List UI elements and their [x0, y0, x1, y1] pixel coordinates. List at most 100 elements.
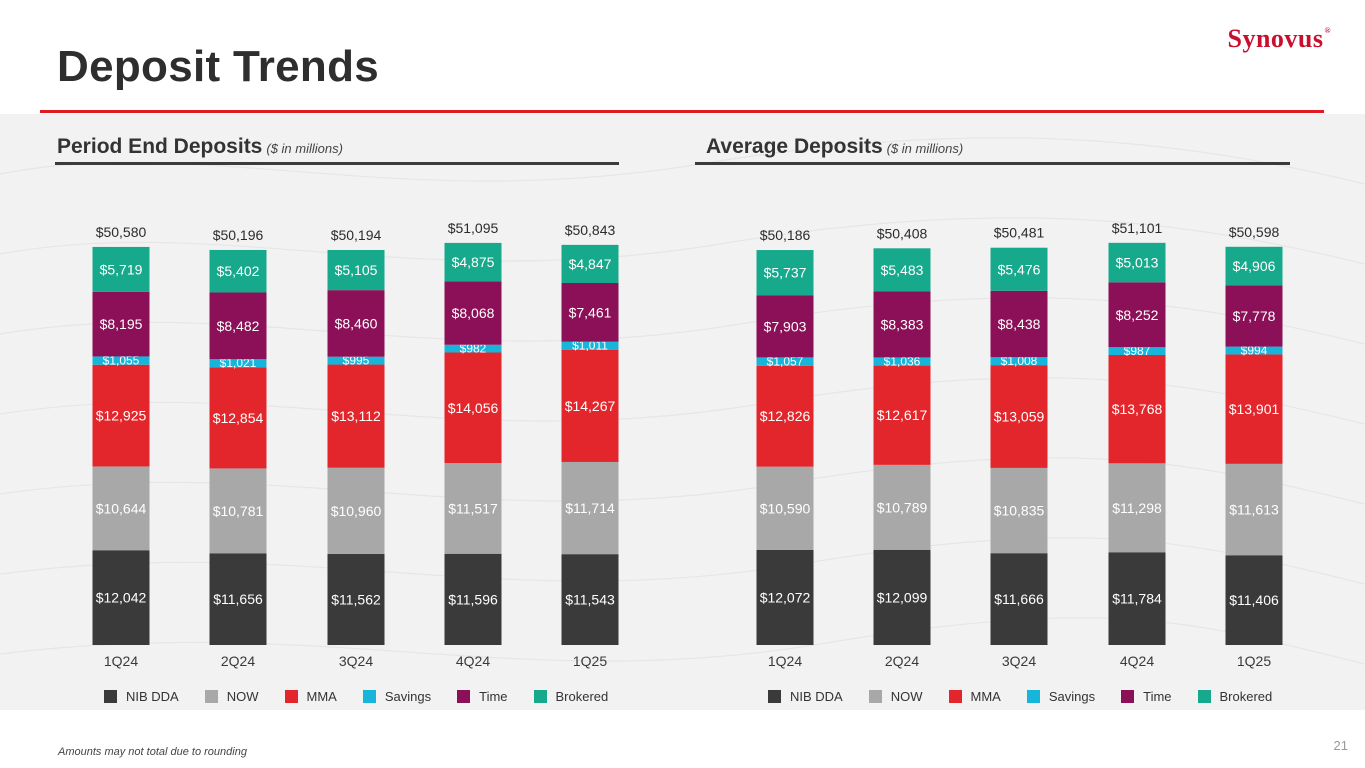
legend-item-time: Time — [1121, 689, 1172, 704]
legend-swatch — [948, 690, 962, 703]
legend-item-now: NOW — [204, 689, 259, 704]
chart-legend: NIB DDA NOW MMA Savings Time Brokered — [768, 689, 1272, 704]
total-label: $50,580 — [96, 224, 147, 240]
bar-brokered-1q25 — [1225, 246, 1283, 286]
legend-swatch — [284, 690, 298, 703]
data-label-now: $10,789 — [877, 499, 928, 515]
bar-brokered-1q25 — [561, 244, 619, 284]
bar-now-3q24 — [327, 467, 385, 555]
data-label-brokered: $5,105 — [335, 262, 378, 278]
data-label-brokered: $5,719 — [100, 261, 143, 277]
total-label: $50,408 — [877, 225, 928, 241]
bar-mma-1q24 — [756, 365, 814, 467]
bar-time-1q24 — [92, 291, 150, 357]
section-subtitle: ($ in millions) — [886, 141, 964, 156]
legend-label: NOW — [226, 689, 259, 704]
total-label: $50,598 — [1229, 224, 1280, 240]
data-label-nib-dda: $12,072 — [760, 589, 811, 605]
total-label: $50,196 — [213, 227, 264, 243]
data-label-now: $10,781 — [213, 503, 264, 519]
bar-savings-1q25 — [1225, 346, 1283, 355]
bar-nib-dda-1q25 — [1225, 555, 1283, 645]
bar-mma-3q24 — [990, 365, 1048, 468]
data-label-savings: $1,021 — [220, 356, 257, 370]
section-underline — [55, 162, 619, 165]
bar-nib-dda-1q24 — [756, 549, 814, 645]
legend-swatch — [1197, 690, 1211, 703]
bar-savings-1q25 — [561, 341, 619, 350]
x-tick-label: 1Q25 — [1237, 653, 1271, 669]
bar-mma-3q24 — [327, 364, 385, 468]
data-label-brokered: $5,483 — [881, 262, 924, 278]
page-title: Deposit Trends — [57, 42, 380, 91]
bar-savings-3q24 — [990, 357, 1048, 366]
bar-savings-1q24 — [92, 356, 150, 365]
legend-item-nib-dda: NIB DDA — [104, 689, 179, 704]
total-label: $50,194 — [331, 227, 382, 243]
data-label-time: $8,482 — [217, 318, 260, 334]
legend-swatch — [533, 690, 547, 703]
bar-now-1q24 — [756, 466, 814, 550]
bar-mma-1q24 — [92, 364, 150, 467]
legend-item-mma: MMA — [948, 689, 1001, 704]
bar-time-1q25 — [561, 283, 619, 342]
bar-now-2q24 — [209, 468, 267, 554]
legend-item-savings: Savings — [362, 689, 431, 704]
data-label-time: $8,252 — [1116, 307, 1159, 323]
bar-nib-dda-4q24 — [444, 553, 502, 645]
bar-time-3q24 — [990, 290, 1048, 358]
data-label-mma: $13,112 — [331, 408, 381, 424]
data-label-now: $10,590 — [760, 500, 811, 516]
x-tick-label: 3Q24 — [339, 653, 373, 669]
average-deposits-title: Average Deposits ($ in millions) — [706, 135, 963, 159]
data-label-brokered: $4,847 — [569, 256, 612, 272]
bar-now-4q24 — [1108, 463, 1166, 553]
legend-label: MMA — [970, 689, 1001, 704]
legend-item-brokered: Brokered — [533, 689, 608, 704]
data-label-savings: $994 — [1241, 344, 1268, 358]
data-label-nib-dda: $11,562 — [331, 592, 381, 608]
data-label-mma: $12,617 — [877, 407, 928, 423]
synovus-logo: Synovus® — [1228, 24, 1331, 54]
data-label-savings: $982 — [460, 342, 487, 356]
data-label-brokered: $4,875 — [452, 254, 495, 270]
bar-brokered-2q24 — [873, 248, 931, 292]
legend-label: Savings — [1048, 689, 1096, 704]
data-label-brokered: $5,402 — [217, 263, 260, 279]
bar-brokered-2q24 — [209, 249, 267, 293]
logo-text: Synovus — [1227, 24, 1324, 53]
section-underline — [695, 162, 1290, 165]
bar-brokered-1q24 — [756, 250, 814, 296]
legend-swatch — [868, 690, 882, 703]
bar-savings-3q24 — [327, 356, 385, 365]
legend-swatch — [204, 690, 218, 703]
data-label-savings: $1,008 — [1001, 354, 1038, 368]
data-label-now: $10,960 — [331, 503, 382, 519]
legend-label: NIB DDA — [790, 689, 843, 704]
x-tick-label: 1Q24 — [768, 653, 802, 669]
bar-now-1q24 — [92, 466, 150, 551]
bar-time-4q24 — [444, 281, 502, 345]
bar-time-2q24 — [873, 291, 931, 358]
data-label-time: $7,461 — [569, 304, 612, 320]
x-tick-label: 2Q24 — [885, 653, 919, 669]
bar-nib-dda-1q25 — [561, 554, 619, 645]
bar-now-2q24 — [873, 464, 931, 550]
data-label-mma: $14,056 — [448, 400, 499, 416]
data-label-mma: $12,854 — [213, 410, 264, 426]
bar-brokered-3q24 — [327, 249, 385, 291]
data-label-brokered: $5,737 — [764, 265, 807, 281]
legend-label: Brokered — [1219, 689, 1273, 704]
data-label-brokered: $4,906 — [1233, 258, 1276, 274]
data-label-time: $8,460 — [335, 315, 378, 331]
x-tick-label: 2Q24 — [221, 653, 255, 669]
data-label-nib-dda: $11,666 — [994, 591, 1044, 607]
registered-mark: ® — [1324, 26, 1331, 35]
legend-item-brokered: Brokered — [1197, 689, 1273, 704]
data-label-now: $11,298 — [1112, 500, 1162, 516]
data-label-mma: $13,901 — [1229, 401, 1280, 417]
bar-mma-2q24 — [873, 365, 931, 465]
data-label-nib-dda: $12,099 — [877, 589, 928, 605]
chart-legend: NIB DDA NOW MMA Savings Time Brokered — [104, 689, 608, 704]
